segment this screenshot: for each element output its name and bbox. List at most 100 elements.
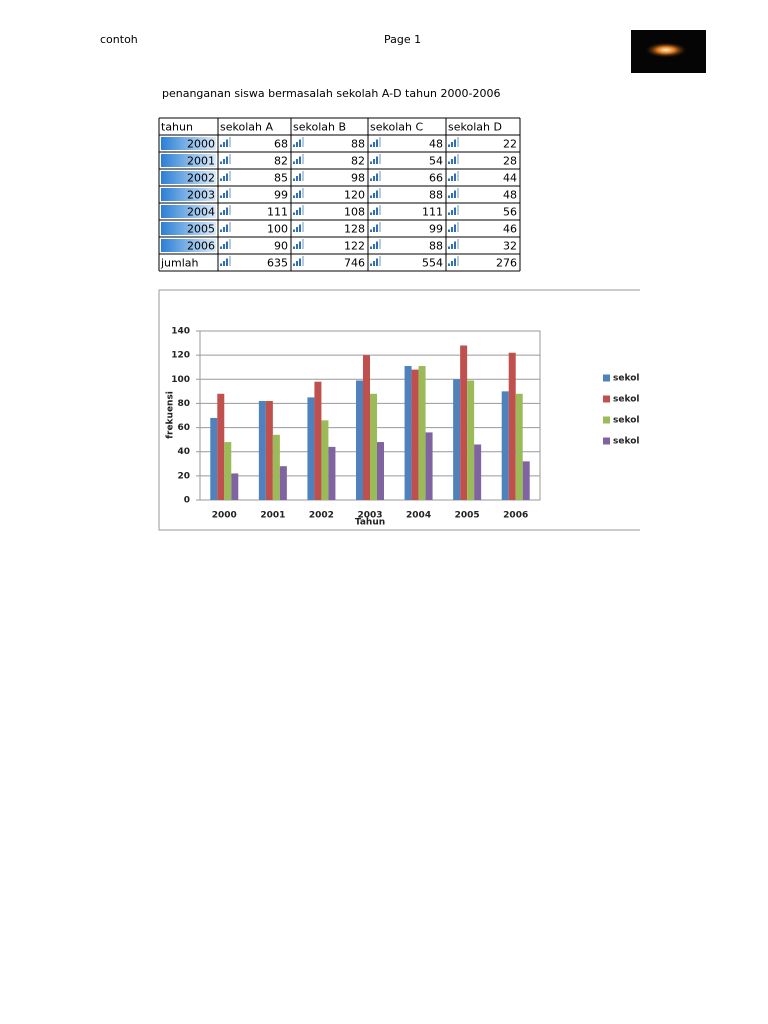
icon-bar (448, 229, 450, 232)
y-tick-label: 120 (171, 351, 190, 361)
icon-bar (376, 207, 378, 215)
row-label: jumlah (160, 257, 199, 270)
icon-bar (457, 154, 459, 164)
bar (321, 420, 329, 500)
icon-bar (223, 193, 225, 198)
legend-label: sekolah A (613, 374, 662, 384)
icon-bar (448, 161, 450, 164)
data-bar (161, 239, 216, 252)
header-center: Page 1 (384, 33, 421, 46)
cell-value: 68 (274, 138, 288, 151)
cell-value: 554 (422, 257, 443, 270)
icon-bar (229, 137, 231, 147)
icon-bar (293, 161, 295, 164)
icon-bar (448, 263, 450, 266)
data-bar (161, 205, 216, 218)
icon-bar (299, 156, 301, 164)
row-label: 2002 (187, 172, 215, 185)
icon-bar (293, 195, 295, 198)
cell-value: 128 (344, 223, 365, 236)
icon-bar (293, 144, 295, 147)
icon-bar (229, 239, 231, 249)
bar (328, 446, 336, 500)
cell-value: 66 (429, 172, 443, 185)
icon-bar (373, 261, 375, 266)
icon-bar (302, 239, 304, 249)
bar (425, 432, 433, 500)
icon-bar (220, 229, 222, 232)
bar (314, 381, 322, 500)
icon-bar (223, 176, 225, 181)
icon-bar (302, 256, 304, 266)
icon-bar (299, 258, 301, 266)
icon-bar (296, 176, 298, 181)
cell-value: 82 (274, 155, 288, 168)
icon-bar (448, 246, 450, 249)
icon-bar (376, 139, 378, 147)
icon-bar (229, 222, 231, 232)
bar (474, 444, 482, 500)
icon-bar (293, 178, 295, 181)
icon-bar (223, 244, 225, 249)
icon-bar (376, 156, 378, 164)
icon-bar (376, 173, 378, 181)
icon-bar (296, 193, 298, 198)
icon-bar (293, 229, 295, 232)
icon-bar (229, 171, 231, 181)
cell-value: 99 (274, 189, 288, 202)
icon-bar (229, 205, 231, 215)
cell-value: 44 (503, 172, 517, 185)
table: tahun sekolah A sekolah B sekolah C sekolah … (158, 117, 521, 272)
doc-title: penanganan siswa bermasalah sekolah A-D … (162, 87, 500, 100)
icon-bar (373, 210, 375, 215)
x-tick-label: 2004 (406, 511, 431, 521)
bar (377, 442, 384, 500)
icon-bar (373, 227, 375, 232)
cell-value: 90 (274, 240, 288, 253)
bar (411, 369, 419, 500)
cell-value: 100 (267, 223, 288, 236)
bar (418, 366, 426, 500)
icon-bar (223, 227, 225, 232)
icon-bar (376, 224, 378, 232)
icon-bar (226, 224, 228, 232)
x-tick-label: 2006 (503, 511, 528, 521)
legend-swatch (603, 416, 610, 424)
x-axis-label: Tahun (355, 518, 385, 528)
icon-bar (370, 212, 372, 215)
icon-bar (448, 178, 450, 181)
icon-bar (302, 188, 304, 198)
icon-bar (457, 256, 459, 266)
data-bar (161, 222, 216, 235)
y-tick-label: 80 (177, 399, 190, 409)
icon-bar (457, 222, 459, 232)
icon-bar (296, 142, 298, 147)
icon-bar (373, 193, 375, 198)
icon-bar (451, 261, 453, 266)
icon-bar (454, 139, 456, 147)
bar (404, 366, 412, 500)
row-label: 2001 (187, 155, 215, 168)
icon-bar (296, 227, 298, 232)
bar (231, 473, 239, 500)
column-header: sekolah A (220, 121, 273, 134)
cell-value: 22 (503, 138, 517, 151)
icon-bar (448, 195, 450, 198)
icon-bar (454, 224, 456, 232)
bar (210, 417, 218, 500)
icon-bar (299, 173, 301, 181)
icon-bar (220, 144, 222, 147)
icon-bar (226, 258, 228, 266)
icon-bar (293, 246, 295, 249)
icon-bar (379, 239, 381, 249)
cell-value: 99 (429, 223, 443, 236)
y-tick-label: 40 (177, 447, 190, 457)
data-bar (161, 171, 216, 184)
icon-bar (379, 188, 381, 198)
icon-bar (451, 159, 453, 164)
icon-bar (370, 195, 372, 198)
bar (363, 355, 370, 500)
cell-value: 85 (274, 172, 288, 185)
